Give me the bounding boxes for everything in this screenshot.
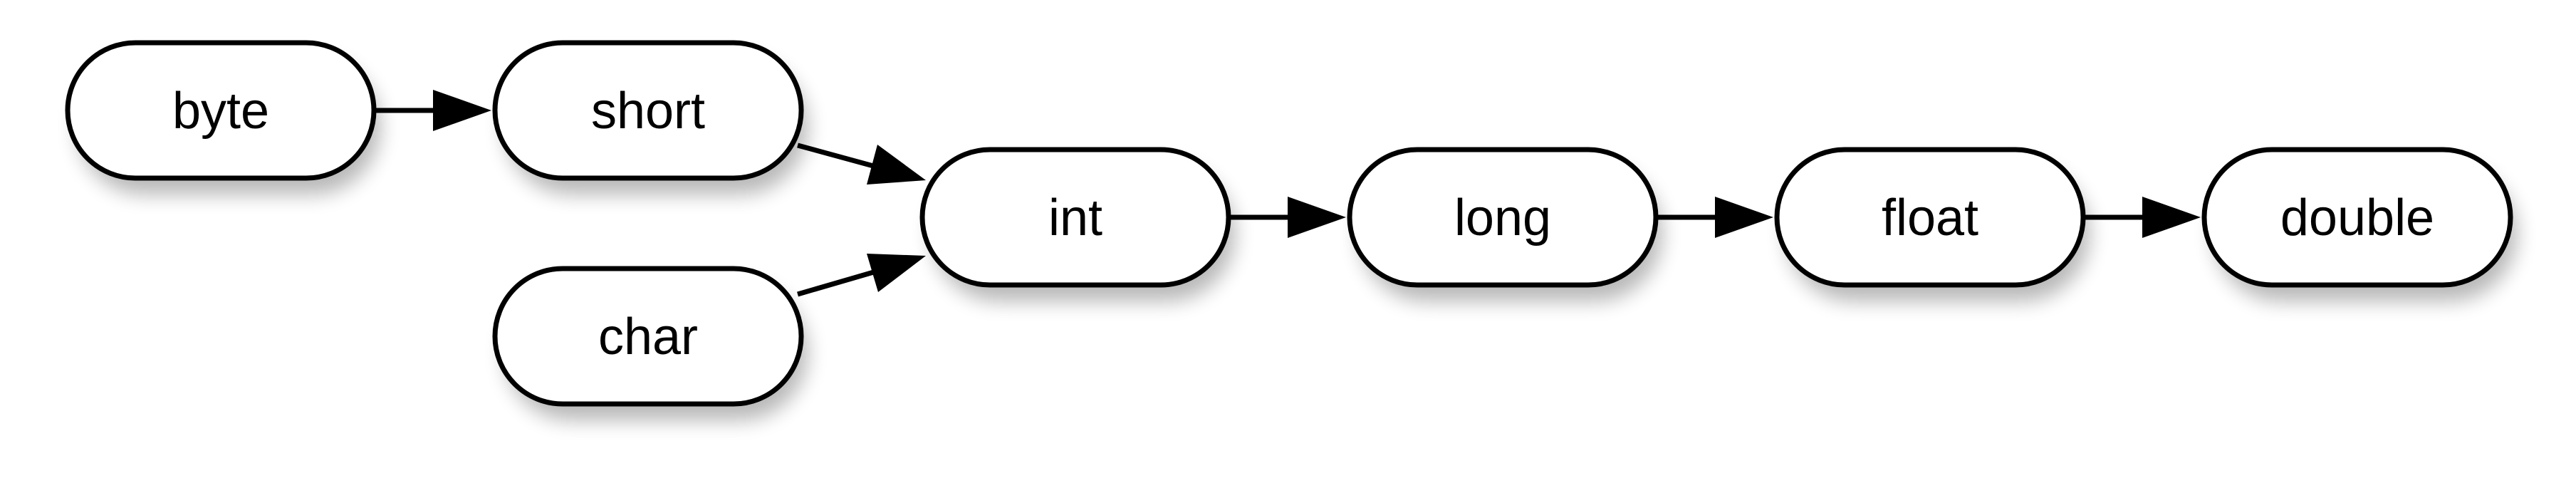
node-double: double [2201, 147, 2513, 288]
edge-int-to-long [1229, 197, 1346, 238]
edge-short-to-int [797, 142, 926, 185]
node-char: char [492, 266, 804, 407]
node-long-label: long [1454, 190, 1551, 246]
node-byte-label: byte [172, 83, 269, 140]
node-byte: byte [65, 40, 377, 181]
edge-char-to-int [797, 254, 926, 297]
edges [374, 90, 2201, 297]
node-int-label: int [1048, 190, 1102, 246]
edge-float-to-double [2083, 197, 2201, 238]
edge-long-to-float [1656, 197, 1773, 238]
node-float: float [1774, 147, 2086, 288]
edge-byte-to-short [374, 90, 491, 131]
node-double-label: double [2280, 190, 2434, 246]
node-char-label: char [598, 308, 698, 365]
node-float-label: float [1882, 190, 1978, 246]
node-short: short [492, 40, 804, 181]
node-int: int [919, 147, 1231, 288]
node-long: long [1347, 147, 1659, 288]
node-short-label: short [591, 83, 705, 140]
